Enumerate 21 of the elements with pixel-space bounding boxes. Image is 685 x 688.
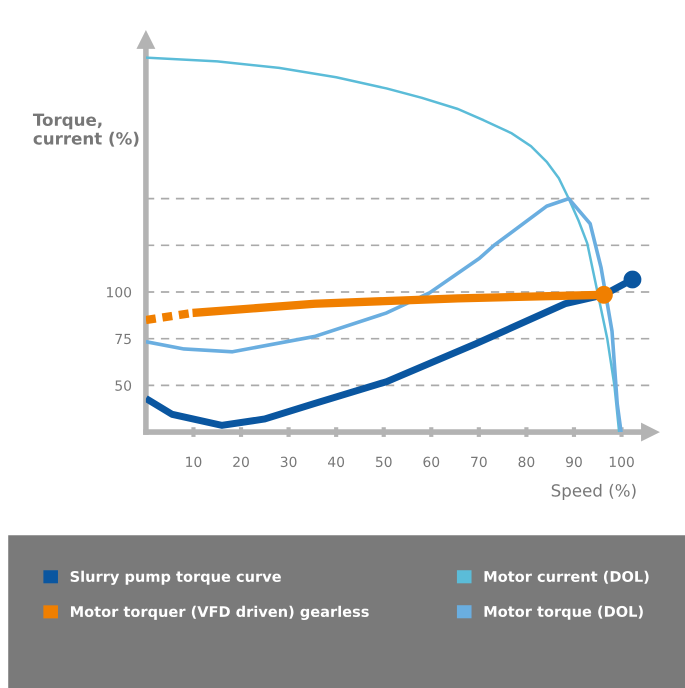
x-axis-title: Speed (%) xyxy=(552,484,636,500)
legend-label: Slurry pump torque curve xyxy=(70,570,281,585)
x-tick-label: 70 xyxy=(471,456,487,468)
x-tick-label: 30 xyxy=(280,456,297,468)
x-tick-label: 80 xyxy=(518,456,534,468)
legend-label: Motor torquer (VFD driven) gearless xyxy=(70,606,369,620)
x-tick-label: 60 xyxy=(423,456,440,468)
y-tick-label: 75 xyxy=(115,334,131,344)
x-tick-label: 50 xyxy=(376,456,392,468)
legend-label: Motor torque (DOL) xyxy=(484,606,643,620)
legend-label: Motor current (DOL) xyxy=(484,570,649,584)
x-tick-label: 100 xyxy=(610,456,634,468)
y-tick-label: 100 xyxy=(107,286,132,298)
x-tick-label: 10 xyxy=(186,456,202,468)
line-series xyxy=(146,196,623,432)
x-tick-label: 90 xyxy=(566,456,582,468)
x-tick-label: 20 xyxy=(233,456,249,468)
line-series xyxy=(146,56,620,432)
y-axis-title: Torque, current (%) xyxy=(32,114,139,147)
y-tick-label: 50 xyxy=(115,380,132,391)
x-tick-label: 40 xyxy=(328,456,344,468)
